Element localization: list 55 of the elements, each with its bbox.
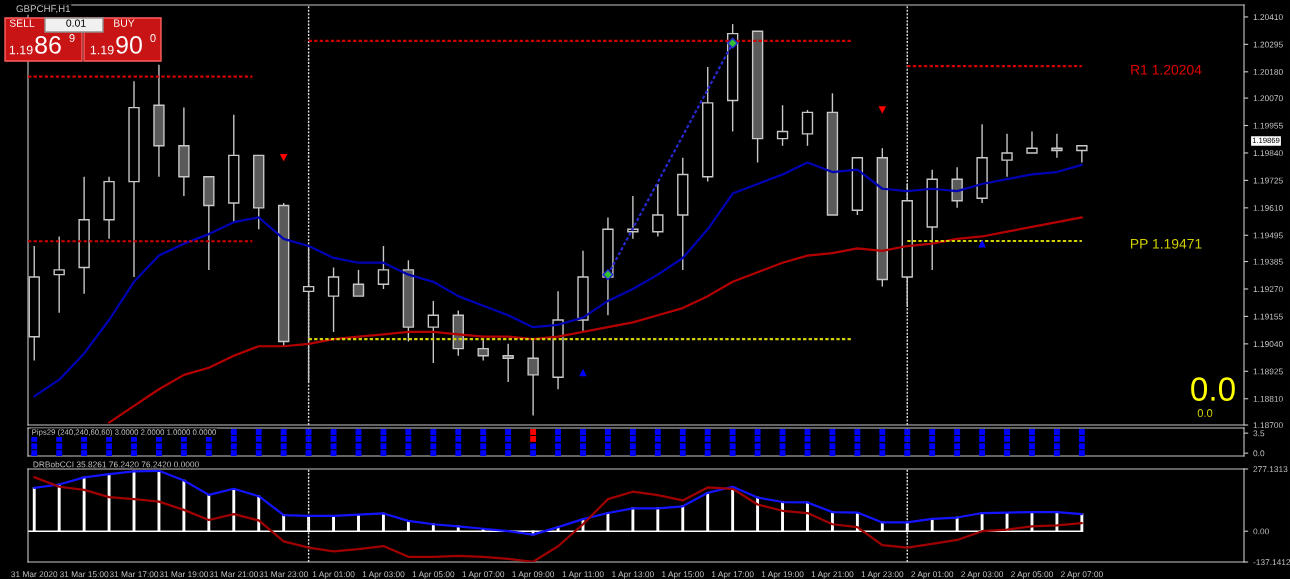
y-tick-label: 1.19725 xyxy=(1253,177,1283,184)
x-tick-label: 1 Apr 01:00 xyxy=(312,571,355,579)
annotation: 90 xyxy=(116,36,142,54)
y-tick-label: 1.19385 xyxy=(1253,258,1283,265)
y-tick-label: 1.19610 xyxy=(1253,205,1283,211)
chart-title: DRBobCCI 35.8261 76.2420 76.2420 0.0000 xyxy=(33,461,199,468)
annotation: 1.19 xyxy=(90,45,114,55)
x-tick-label: 1 Apr 23:00 xyxy=(861,571,904,579)
x-tick-label: 31 Mar 17:00 xyxy=(109,571,159,578)
x-tick-label: 1 Apr 03:00 xyxy=(362,571,405,579)
y-tick-label: 1.19040 xyxy=(1253,341,1283,347)
y-tick-label: 1.19495 xyxy=(1253,232,1283,239)
y-tick-label: 1.20295 xyxy=(1253,41,1283,48)
y-tick-label: 1.18925 xyxy=(1253,368,1283,375)
y-tick-label: 1.20180 xyxy=(1253,69,1283,75)
x-tick-label: 31 Mar 23:00 xyxy=(259,571,308,578)
y-tick-label: 0.0 xyxy=(1253,450,1265,457)
x-tick-label: 1 Apr 13:00 xyxy=(612,571,654,579)
x-tick-label: 1 Apr 09:00 xyxy=(512,571,555,579)
x-tick-label: 31 Mar 15:00 xyxy=(59,571,109,578)
x-tick-label: 2 Apr 07:00 xyxy=(1060,571,1103,579)
x-tick-label: 1 Apr 07:00 xyxy=(462,571,505,579)
y-tick-label: 1.19270 xyxy=(1253,286,1283,293)
x-tick-label: 1 Apr 15:00 xyxy=(662,571,704,579)
x-tick-label: 1 Apr 05:00 xyxy=(412,571,455,579)
y-tick-label: 1.19955 xyxy=(1253,122,1283,129)
x-tick-label: 31 Mar 2020 xyxy=(11,571,58,578)
y-tick-label: 3.5 xyxy=(1253,430,1265,437)
x-tick-label: 1 Apr 19:00 xyxy=(761,571,804,579)
x-tick-label: 1 Apr 17:00 xyxy=(711,571,754,579)
y-tick-label: 0.00 xyxy=(1253,528,1269,535)
annotation: PP 1.19471 xyxy=(1130,238,1202,249)
y-tick-label: 277.1313 xyxy=(1253,466,1288,473)
x-tick-label: 2 Apr 05:00 xyxy=(1011,571,1053,579)
chart-title: GBPCHF,H1 xyxy=(16,5,71,14)
annotation: R1 1.20204 xyxy=(1131,64,1202,75)
x-tick-label: 1 Apr 11:00 xyxy=(562,571,604,579)
y-tick-label: 1.20070 xyxy=(1253,95,1283,102)
x-tick-label: 2 Apr 03:00 xyxy=(961,571,1004,579)
y-tick-label: 1.19840 xyxy=(1253,150,1283,157)
annotation: SELL xyxy=(9,19,35,27)
y-tick-label: 1.19155 xyxy=(1253,313,1283,320)
y-tick-label: 1.18810 xyxy=(1253,395,1283,402)
y-tick-label: 1.18700 xyxy=(1253,422,1283,429)
annotation: 0 xyxy=(150,34,156,42)
annotation: 0.0 xyxy=(1197,409,1213,417)
annotation: 0.0 xyxy=(1191,377,1235,401)
annotation: 0.01 xyxy=(66,19,86,27)
y-tick-label: -137.1412 xyxy=(1253,559,1290,566)
x-tick-label: 31 Mar 21:00 xyxy=(209,571,259,578)
x-tick-label: 2 Apr 01:00 xyxy=(911,571,954,579)
x-tick-label: 31 Mar 19:00 xyxy=(159,571,209,578)
annotation: BUY xyxy=(114,19,135,27)
y-tick-label: 1.20410 xyxy=(1253,14,1283,21)
x-tick-label: 1 Apr 21:00 xyxy=(811,571,854,579)
